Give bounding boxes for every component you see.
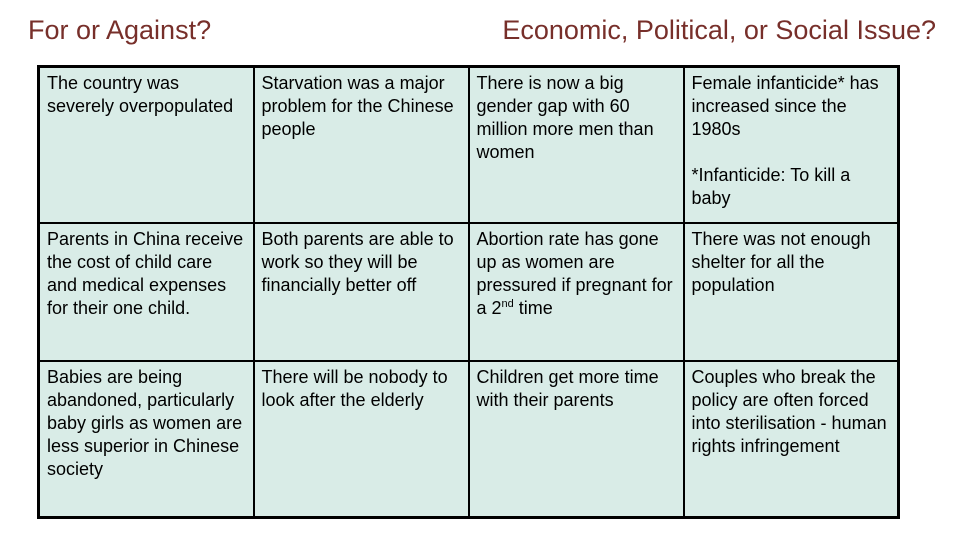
table-row: Parents in China receive the cost of chi… xyxy=(37,221,900,362)
cell-text-pre: Abortion rate has gone up as women are p… xyxy=(476,228,673,318)
table-cell-r1c3: There is now a big gender gap with 60 mi… xyxy=(467,65,685,224)
cell-text: There was not enough shelter for all the… xyxy=(691,228,871,295)
table-cell-r3c2: There will be nobody to look after the e… xyxy=(252,359,470,519)
table-cell-r3c1: Babies are being abandoned, particularly… xyxy=(37,359,255,519)
cell-text: Both parents are able to work so they wi… xyxy=(261,228,454,295)
table-cell-r1c2: Starvation was a major problem for the C… xyxy=(252,65,470,224)
cell-text: The country was severely overpopulated xyxy=(47,73,234,116)
table-cell-r2c2: Both parents are able to work so they wi… xyxy=(252,221,470,362)
table-cell-r1c1: The country was severely overpopulated xyxy=(37,65,255,224)
cell-text: Couples who break the policy are often f… xyxy=(691,366,887,456)
arguments-table: The country was severely overpopulated S… xyxy=(37,65,900,519)
table-cell-r2c4: There was not enough shelter for all the… xyxy=(682,221,900,362)
cell-footnote: *Infanticide: To kill a baby xyxy=(691,165,851,208)
ordinal-superscript: nd xyxy=(501,297,514,310)
table-cell-r2c1: Parents in China receive the cost of chi… xyxy=(37,221,255,362)
cell-text: Abortion rate has gone up as women are p… xyxy=(477,228,677,320)
cell-text: Female infanticide* has increased since … xyxy=(691,73,879,139)
table-cell-r2c3: Abortion rate has gone up as women are p… xyxy=(467,221,685,362)
table-cell-r3c3: Children get more time with their parent… xyxy=(467,359,685,519)
table-row: Babies are being abandoned, particularly… xyxy=(37,359,900,519)
slide-title-left: For or Against? xyxy=(28,15,212,45)
cell-text: There is now a big gender gap with 60 mi… xyxy=(476,73,654,162)
cell-text: Parents in China receive the cost of chi… xyxy=(47,228,244,318)
slide-title-right: Economic, Political, or Social Issue? xyxy=(502,15,936,45)
cell-text: There will be nobody to look after the e… xyxy=(261,366,448,410)
cell-text-post: time xyxy=(513,297,553,318)
table-row: The country was severely overpopulated S… xyxy=(37,65,900,224)
cell-text: Babies are being abandoned, particularly… xyxy=(47,366,243,479)
table-cell-r3c4: Couples who break the policy are often f… xyxy=(682,359,900,519)
table-cell-r1c4: Female infanticide* has increased since … xyxy=(682,65,900,224)
cell-text: Starvation was a major problem for the C… xyxy=(261,73,454,139)
cell-text: Children get more time with their parent… xyxy=(476,366,659,410)
